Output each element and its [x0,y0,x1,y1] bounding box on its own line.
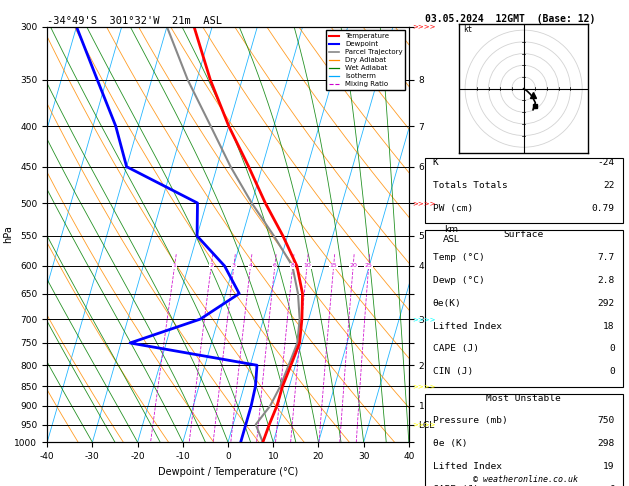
Text: 25: 25 [365,263,372,268]
Text: kt: kt [463,25,472,35]
Text: 750: 750 [598,417,615,425]
Text: >>>>: >>>> [412,316,435,322]
Text: PW (cm): PW (cm) [433,204,473,213]
Text: -24: -24 [598,158,615,167]
Text: 20: 20 [349,263,357,268]
X-axis label: Dewpoint / Temperature (°C): Dewpoint / Temperature (°C) [158,467,298,477]
Text: >>>>: >>>> [412,383,435,389]
Text: Dewp (°C): Dewp (°C) [433,276,484,285]
Text: 15: 15 [330,263,338,268]
Text: θe(K): θe(K) [433,299,461,308]
Text: Lifted Index: Lifted Index [433,462,501,471]
Text: Surface: Surface [504,230,543,239]
Text: 0.79: 0.79 [592,204,615,213]
Text: 1: 1 [172,263,177,268]
Text: 7.7: 7.7 [598,253,615,262]
Text: 18: 18 [603,322,615,330]
Text: 4: 4 [248,263,252,268]
Text: CAPE (J): CAPE (J) [433,345,479,353]
Text: 10: 10 [303,263,311,268]
Text: 3: 3 [232,263,236,268]
Legend: Temperature, Dewpoint, Parcel Trajectory, Dry Adiabat, Wet Adiabat, Isotherm, Mi: Temperature, Dewpoint, Parcel Trajectory… [326,30,405,90]
Bar [425,230,623,387]
Text: K: K [433,158,438,167]
Text: 298: 298 [598,439,615,449]
Text: θe (K): θe (K) [433,439,467,449]
Text: >>>>: >>>> [412,200,435,206]
Text: >>>>: >>>> [412,421,435,428]
Bar [425,158,623,223]
Text: 0: 0 [609,485,615,486]
Text: 2.8: 2.8 [598,276,615,285]
Text: Lifted Index: Lifted Index [433,322,501,330]
Text: Temp (°C): Temp (°C) [433,253,484,262]
Text: 19: 19 [603,462,615,471]
Text: CAPE (J): CAPE (J) [433,485,479,486]
Text: 2: 2 [209,263,213,268]
Text: 8: 8 [291,263,294,268]
Y-axis label: hPa: hPa [3,226,13,243]
Text: 0: 0 [609,345,615,353]
Text: 03.05.2024  12GMT  (Base: 12): 03.05.2024 12GMT (Base: 12) [425,14,595,24]
Text: 292: 292 [598,299,615,308]
Bar [425,394,623,486]
Text: 0: 0 [609,367,615,377]
Text: 6: 6 [273,263,277,268]
Y-axis label: km
ASL: km ASL [443,225,460,244]
Text: Pressure (mb): Pressure (mb) [433,417,507,425]
Text: >>>>: >>>> [412,24,435,30]
Text: -34°49'S  301°32'W  21m  ASL: -34°49'S 301°32'W 21m ASL [47,16,222,26]
Text: © weatheronline.co.uk: © weatheronline.co.uk [474,474,578,484]
Text: CIN (J): CIN (J) [433,367,473,377]
Text: Totals Totals: Totals Totals [433,181,507,190]
Text: 22: 22 [603,181,615,190]
Text: Most Unstable: Most Unstable [486,394,561,402]
